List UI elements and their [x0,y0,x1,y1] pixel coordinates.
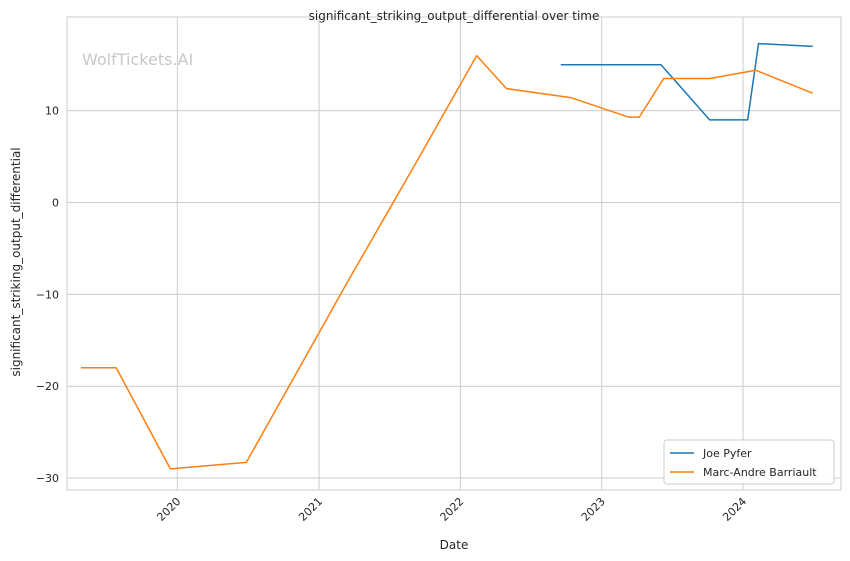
y-tick-label: 10 [45,105,59,118]
x-tick-label: 2021 [296,495,325,524]
series-line [80,54,813,470]
legend-label: Marc-Andre Barriault [703,466,817,479]
x-tick-label: 2024 [720,495,749,524]
y-tick-label: −10 [36,288,59,301]
plot-area [66,16,842,491]
x-tick-label: 2020 [154,495,183,524]
series-line [560,42,813,121]
y-tick-label: −30 [36,472,59,485]
x-tick-labels: 2020 2021 2022 2023 2024 [154,495,749,524]
y-tick-label: −20 [36,380,59,393]
watermark: WolfTickets.AI [82,50,193,69]
y-tick-labels: −30 −20 −10 0 10 [36,105,59,485]
y-tick-label: 0 [52,197,59,210]
legend-box [663,439,835,485]
chart-title: significant_striking_output_differential… [309,9,600,23]
legend: Joe Pyfer Marc-Andre Barriault [663,439,835,485]
series-lines [80,42,813,470]
legend-label: Joe Pyfer [702,447,752,460]
y-axis-label: significant_striking_output_differential [9,147,23,376]
x-tick-label: 2022 [438,495,467,524]
grid-lines [67,17,841,490]
x-tick-label: 2023 [579,495,608,524]
x-axis-label: Date [440,538,469,552]
